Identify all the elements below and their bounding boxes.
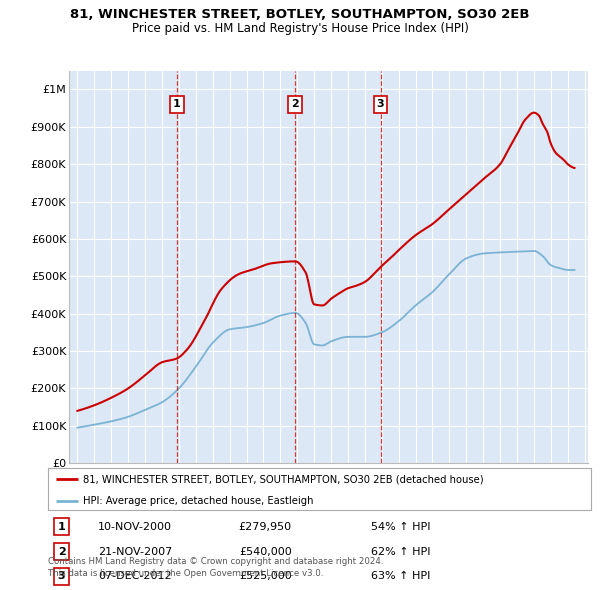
Text: HPI: Average price, detached house, Eastleigh: HPI: Average price, detached house, East… xyxy=(83,496,314,506)
Text: 2: 2 xyxy=(58,546,65,556)
Text: This data is licensed under the Open Government Licence v3.0.: This data is licensed under the Open Gov… xyxy=(48,569,323,578)
Text: 54% ↑ HPI: 54% ↑ HPI xyxy=(371,522,431,532)
Text: 3: 3 xyxy=(58,572,65,582)
Text: 10-NOV-2000: 10-NOV-2000 xyxy=(98,522,172,532)
Text: 63% ↑ HPI: 63% ↑ HPI xyxy=(371,572,431,582)
Text: 07-DEC-2012: 07-DEC-2012 xyxy=(98,572,172,582)
Text: £279,950: £279,950 xyxy=(239,522,292,532)
Text: 3: 3 xyxy=(377,100,385,109)
Text: 2: 2 xyxy=(292,100,299,109)
Text: 81, WINCHESTER STREET, BOTLEY, SOUTHAMPTON, SO30 2EB: 81, WINCHESTER STREET, BOTLEY, SOUTHAMPT… xyxy=(70,8,530,21)
Text: £540,000: £540,000 xyxy=(239,546,292,556)
Text: 21-NOV-2007: 21-NOV-2007 xyxy=(98,546,172,556)
Text: Contains HM Land Registry data © Crown copyright and database right 2024.: Contains HM Land Registry data © Crown c… xyxy=(48,557,383,566)
Text: Price paid vs. HM Land Registry's House Price Index (HPI): Price paid vs. HM Land Registry's House … xyxy=(131,22,469,35)
Text: 1: 1 xyxy=(58,522,65,532)
Text: 81, WINCHESTER STREET, BOTLEY, SOUTHAMPTON, SO30 2EB (detached house): 81, WINCHESTER STREET, BOTLEY, SOUTHAMPT… xyxy=(83,474,484,484)
Text: 62% ↑ HPI: 62% ↑ HPI xyxy=(371,546,431,556)
Text: £525,000: £525,000 xyxy=(239,572,292,582)
Text: 1: 1 xyxy=(173,100,181,109)
